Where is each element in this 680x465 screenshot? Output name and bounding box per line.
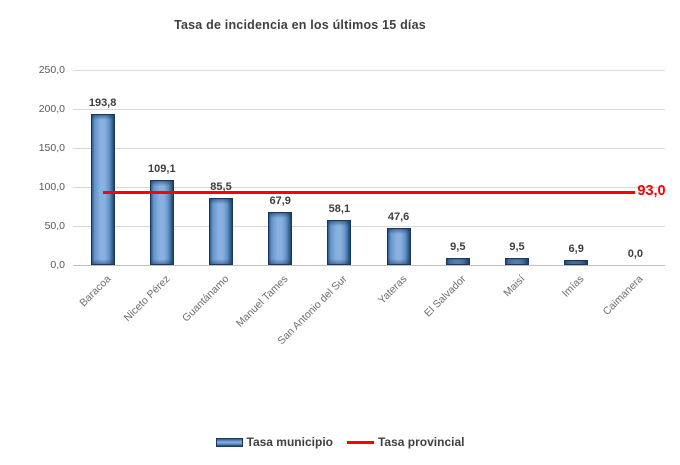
y-tick-label: 100,0: [38, 181, 65, 193]
legend-entry-tasa-provincial: Tasa provincial: [346, 435, 465, 449]
chart-title: Tasa de incidencia en los últimos 15 día…: [174, 18, 426, 32]
x-tick-label: Maisí: [501, 273, 528, 300]
bar-value-label: 193,8: [88, 97, 117, 109]
y-tick-label: 0,0: [50, 259, 65, 271]
bar-value-label: 0,0: [627, 248, 644, 260]
bar-value-label: 58,1: [328, 203, 351, 215]
y-tick-label: 200,0: [38, 103, 65, 115]
bar-manuel-tames: [268, 212, 293, 265]
x-tick-label: San Antonio del Sur: [275, 273, 350, 348]
bar-value-label: 109,1: [148, 163, 176, 175]
bar-baracoa: [90, 114, 115, 265]
y-tick-label: 50,0: [44, 220, 65, 232]
gridline: [73, 109, 665, 110]
legend-entry-tasa-municipio: Tasa municipio: [215, 435, 333, 449]
legend-bar-swatch-icon: [215, 437, 243, 447]
x-tick-label: El Salvador: [421, 273, 469, 320]
chart-legend: Tasa municipio Tasa provincial: [0, 431, 680, 453]
x-tick-label: Imías: [560, 273, 587, 300]
x-axis-line: [73, 265, 665, 266]
y-tick-label: 150,0: [38, 142, 65, 154]
x-tick-label: Manuel Tames: [234, 273, 291, 330]
legend-label-tasa-municipio: Tasa municipio: [246, 435, 333, 449]
provincial-rate-value-label: 93,0: [637, 183, 666, 200]
gridline: [73, 70, 665, 71]
bar-value-label: 9,5: [509, 241, 525, 253]
bar-value-label: 9,5: [450, 241, 466, 253]
bar-maisí: [505, 258, 529, 265]
x-tick-label: Caimanera: [601, 273, 646, 318]
legend-label-tasa-provincial: Tasa provincial: [377, 435, 465, 449]
bar-san-antonio-del-sur: [327, 220, 352, 265]
bar-value-label: 6,9: [568, 243, 584, 255]
bar-value-label: 47,6: [387, 211, 410, 223]
gridline: [73, 148, 665, 149]
x-tick-label: Baracoa: [76, 273, 114, 310]
x-tick-label: Guantánamo: [180, 273, 232, 325]
x-tick-label: Yateras: [375, 273, 410, 307]
bar-value-label: 67,9: [269, 195, 291, 207]
gridline: [73, 187, 665, 188]
gridline: [73, 226, 665, 227]
provincial-rate-line: [102, 191, 636, 195]
y-tick-label: 250,0: [38, 64, 65, 76]
bar-value-label: 85,5: [210, 181, 232, 193]
legend-line-swatch-icon: [346, 440, 374, 444]
bar-guantánamo: [209, 198, 233, 265]
bar-imías: [564, 259, 589, 266]
bar-el-salvador: [445, 258, 470, 265]
x-tick-label: Niceto Pérez: [121, 273, 173, 324]
bar-yateras: [386, 228, 411, 265]
